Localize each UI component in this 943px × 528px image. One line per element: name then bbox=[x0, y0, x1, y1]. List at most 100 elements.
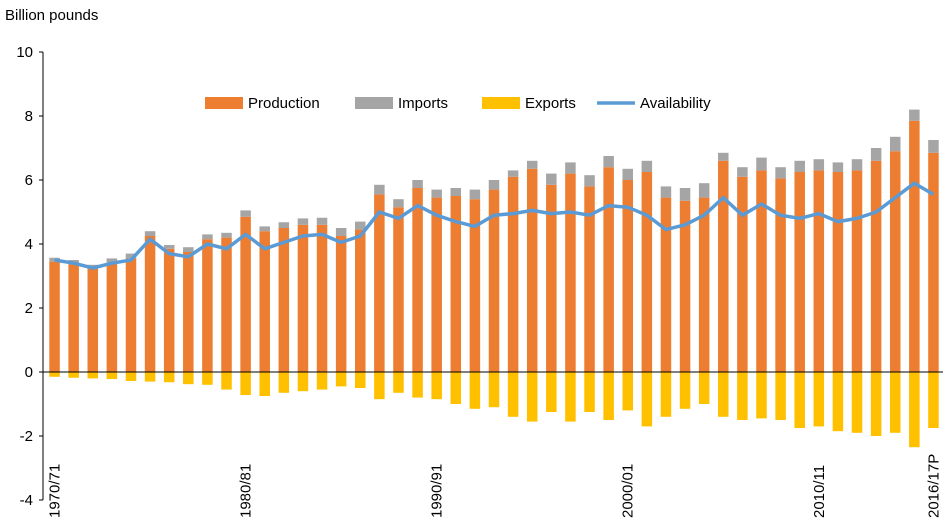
bar bbox=[870, 372, 882, 436]
bar bbox=[316, 217, 328, 225]
x-tick-label: 1970/71 bbox=[47, 464, 64, 518]
bar bbox=[259, 231, 270, 372]
bar bbox=[240, 216, 251, 372]
bar bbox=[469, 199, 481, 372]
bar bbox=[928, 140, 939, 153]
bar bbox=[603, 167, 614, 372]
bar bbox=[488, 372, 500, 408]
bar bbox=[355, 229, 366, 372]
bar bbox=[450, 188, 462, 196]
bar bbox=[698, 183, 710, 198]
bar bbox=[756, 372, 767, 419]
bar bbox=[335, 372, 347, 387]
bar bbox=[106, 263, 118, 372]
bar bbox=[737, 176, 748, 372]
y-tick-label: -4 bbox=[20, 492, 33, 509]
bar bbox=[794, 172, 805, 372]
bar bbox=[412, 372, 423, 398]
bar bbox=[909, 372, 920, 448]
bar bbox=[297, 372, 309, 392]
bar bbox=[221, 232, 232, 238]
bar bbox=[565, 372, 576, 422]
bar bbox=[546, 184, 557, 372]
bar bbox=[851, 170, 863, 372]
bar bbox=[335, 236, 347, 372]
legend-label: Production bbox=[248, 95, 320, 112]
legend-swatch bbox=[482, 97, 520, 109]
bar bbox=[202, 372, 213, 385]
bar bbox=[355, 221, 366, 230]
bar bbox=[584, 372, 595, 412]
bar bbox=[125, 258, 137, 372]
bar bbox=[756, 170, 767, 372]
bar bbox=[813, 372, 825, 427]
bar bbox=[737, 167, 748, 177]
x-tick-label: 1980/81 bbox=[238, 464, 255, 518]
bar bbox=[355, 372, 366, 388]
bar bbox=[87, 372, 99, 379]
legend-swatch bbox=[205, 97, 243, 109]
bar bbox=[297, 218, 309, 225]
bar bbox=[641, 160, 653, 172]
bar bbox=[278, 222, 290, 228]
bar bbox=[832, 172, 844, 372]
bar bbox=[507, 176, 519, 372]
bar bbox=[698, 372, 710, 404]
bar bbox=[603, 156, 614, 168]
bar bbox=[584, 186, 595, 372]
bar bbox=[832, 372, 844, 432]
bar bbox=[183, 252, 194, 372]
y-tick-label: 4 bbox=[25, 236, 33, 253]
bar bbox=[507, 372, 519, 417]
bar bbox=[928, 372, 939, 428]
bar bbox=[259, 372, 270, 396]
bar bbox=[393, 207, 404, 372]
bar bbox=[546, 173, 557, 185]
bar bbox=[909, 109, 920, 121]
y-tick-label: 6 bbox=[25, 172, 33, 189]
bar bbox=[698, 197, 710, 372]
bar bbox=[431, 189, 442, 198]
bar bbox=[163, 372, 175, 383]
x-tick-label: 2016/17P bbox=[925, 454, 942, 518]
bar bbox=[526, 160, 538, 169]
bar bbox=[928, 152, 939, 372]
bar bbox=[565, 162, 576, 174]
bar bbox=[335, 228, 347, 236]
y-tick-label: -2 bbox=[20, 428, 33, 445]
bar bbox=[794, 160, 805, 172]
bar bbox=[870, 160, 882, 372]
bar bbox=[679, 188, 691, 201]
y-axis-label: Billion pounds bbox=[5, 7, 98, 24]
bar bbox=[316, 372, 328, 390]
bar bbox=[622, 168, 633, 180]
legend-swatch bbox=[355, 97, 393, 109]
bar bbox=[469, 189, 481, 200]
bar bbox=[718, 160, 729, 372]
bar bbox=[183, 247, 194, 252]
bar bbox=[202, 239, 213, 372]
bar bbox=[240, 372, 251, 396]
bar bbox=[278, 372, 290, 393]
bar bbox=[565, 173, 576, 372]
bar bbox=[221, 372, 232, 390]
x-tick-label: 2000/01 bbox=[620, 464, 637, 518]
bar bbox=[49, 372, 60, 377]
bar bbox=[412, 188, 423, 372]
bar bbox=[87, 268, 99, 372]
bar bbox=[431, 197, 442, 372]
bar bbox=[488, 189, 500, 372]
bar bbox=[851, 159, 863, 171]
bar bbox=[163, 244, 175, 249]
y-tick-label: 2 bbox=[25, 300, 33, 317]
bar bbox=[889, 151, 901, 372]
bar bbox=[393, 199, 404, 208]
y-tick-label: 10 bbox=[16, 44, 33, 61]
bar bbox=[660, 197, 672, 372]
bar bbox=[622, 372, 633, 411]
y-tick-label: 0 bbox=[25, 364, 33, 381]
bar bbox=[450, 196, 462, 372]
bar bbox=[718, 152, 729, 161]
bar bbox=[374, 372, 385, 400]
bar bbox=[431, 372, 442, 400]
